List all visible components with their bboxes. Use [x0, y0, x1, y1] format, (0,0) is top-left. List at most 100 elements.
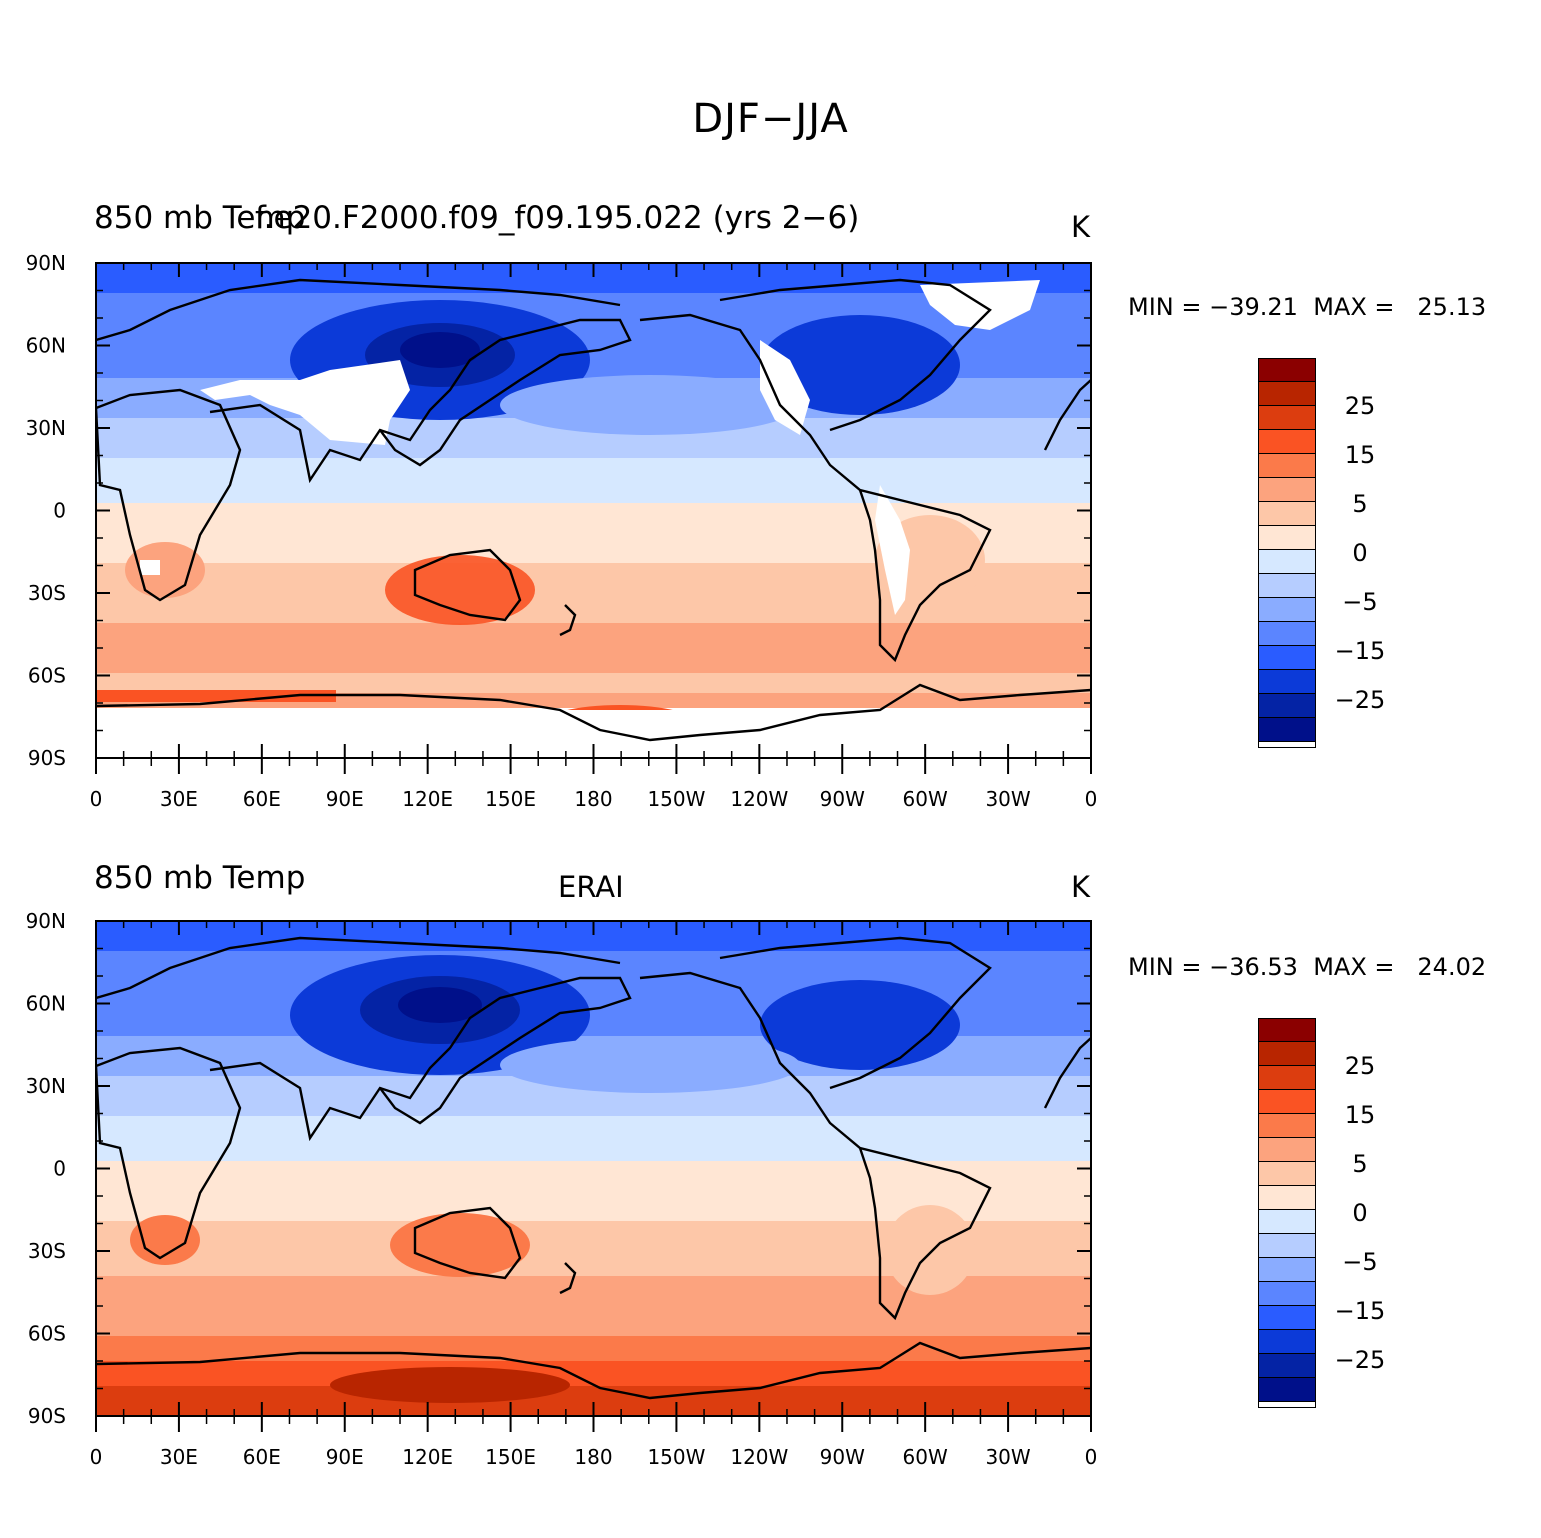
- units-label: K: [1071, 870, 1091, 904]
- colorbar-swatch: [1258, 478, 1316, 502]
- lat-tick-label: 90S: [28, 746, 66, 770]
- lon-tick-label: 150E: [485, 787, 536, 811]
- panel-left-title: 850 mb Temp: [94, 200, 306, 236]
- lon-tick-label: 150E: [485, 1445, 536, 1469]
- min-max-readout: MIN = −36.53 MAX = 24.02: [1128, 953, 1486, 981]
- min-value: −39.21: [1209, 293, 1298, 321]
- colorbar-label: −15: [1334, 637, 1386, 665]
- colorbar-swatch: [1258, 1378, 1316, 1402]
- lon-tick-label: 120E: [402, 1445, 453, 1469]
- lon-tick-label: 30E: [160, 1445, 198, 1469]
- lon-tick-label: 60E: [243, 1445, 281, 1469]
- colorbar-swatch: [1258, 406, 1316, 430]
- lon-tick-label: 90E: [326, 1445, 364, 1469]
- panel-left-title: 850 mb Temp: [94, 860, 306, 896]
- colorbar-swatch: [1258, 526, 1316, 550]
- colorbar-swatch: [1258, 454, 1316, 478]
- lon-tick-label: 180: [574, 1445, 612, 1469]
- lat-tick-label: 30N: [26, 416, 66, 440]
- lat-tick-label: 0: [53, 1157, 66, 1181]
- units-label: K: [1071, 210, 1091, 244]
- colorbar-swatch: [1258, 1354, 1316, 1378]
- lat-tick-label: 90N: [26, 251, 66, 275]
- colorbar-label: 5: [1352, 1150, 1368, 1178]
- map-axes: 90N 60N 30N 0 30S 60S 90S 0 30E 60E 90E 120E 150E 180…: [26, 909, 1098, 1469]
- colorbar-swatch: [1258, 1162, 1316, 1186]
- colorbar-swatch: [1258, 1186, 1316, 1210]
- colorbar-swatch: [1258, 1258, 1316, 1282]
- lat-tick-label: 30N: [26, 1074, 66, 1098]
- lon-tick-label: 60E: [243, 787, 281, 811]
- min-max-readout: MIN = −39.21 MAX = 25.13: [1128, 293, 1486, 321]
- colorbar-swatch: [1258, 1138, 1316, 1162]
- temperature-field: [96, 921, 1091, 1416]
- lon-tick-label: 90W: [820, 1445, 865, 1469]
- max-label: MAX =: [1313, 953, 1403, 981]
- lon-tick-label: 120W: [730, 1445, 788, 1469]
- lon-tick-label: 120E: [402, 787, 453, 811]
- min-value: −36.53: [1209, 953, 1298, 981]
- colorbar-label: 5: [1352, 490, 1368, 518]
- lon-tick-label: 0: [90, 787, 103, 811]
- colorbar: [1258, 358, 1316, 748]
- lon-tick-label: 30E: [160, 787, 198, 811]
- max-label: MAX =: [1313, 293, 1403, 321]
- panel-center-title: ERAI: [558, 870, 624, 904]
- lat-tick-label: 60N: [26, 992, 66, 1016]
- panel-model: 850 mb Temp f.e20.F2000.f09_f09.195.022 …: [0, 190, 1541, 830]
- lat-tick-label: 30S: [28, 1239, 66, 1263]
- map-plot-reanalysis: 90N 60N 30N 0 30S 60S 90S 0 30E 60E 90E 120E 150E 180…: [26, 909, 1098, 1469]
- colorbar: [1258, 1018, 1316, 1408]
- figure-title: DJF−JJA: [692, 96, 849, 142]
- colorbar-swatch: [1258, 1234, 1316, 1258]
- colorbar-swatch: [1258, 718, 1316, 742]
- colorbar-swatch: [1258, 1042, 1316, 1066]
- colorbar-swatch: [1258, 670, 1316, 694]
- min-label: MIN =: [1128, 953, 1210, 981]
- lon-tick-label: 90W: [820, 787, 865, 811]
- colorbar-label: −25: [1334, 1346, 1386, 1374]
- coastlines: [96, 278, 1091, 742]
- lon-tick-label: 30W: [985, 787, 1030, 811]
- colorbar-label: 25: [1344, 1052, 1376, 1080]
- panel-center-title: f.e20.F2000.f09_f09.195.022 (yrs 2−6): [255, 200, 860, 236]
- lon-tick-label: 30W: [985, 1445, 1030, 1469]
- map-axes: 90N 60N 30N 0 30S 60S 90S 0 30E 60E 90E 120E 150E 180…: [26, 251, 1098, 811]
- colorbar-label: 0: [1352, 539, 1368, 567]
- lat-tick-label: 60N: [26, 334, 66, 358]
- colorbar-swatch: [1258, 1210, 1316, 1234]
- colorbar-swatch: [1258, 1018, 1316, 1042]
- colorbar-label: −15: [1334, 1297, 1386, 1325]
- colorbar-label: −25: [1334, 686, 1386, 714]
- lon-tick-label: 0: [1085, 1445, 1098, 1469]
- lon-tick-label: 0: [90, 1445, 103, 1469]
- lon-tick-label: 0: [1085, 787, 1098, 811]
- colorbar-swatch: [1258, 502, 1316, 526]
- colorbar-swatch: [1258, 430, 1316, 454]
- colorbar-label: 25: [1344, 392, 1376, 420]
- colorbar-label: 15: [1344, 441, 1376, 469]
- colorbar-swatch: [1258, 694, 1316, 718]
- lat-tick-label: 30S: [28, 581, 66, 605]
- colorbar-label: −5: [1342, 588, 1378, 616]
- temperature-field: [96, 263, 1091, 758]
- lat-tick-label: 90S: [28, 1404, 66, 1428]
- colorbar-swatch: [1258, 1306, 1316, 1330]
- max-value: 24.02: [1417, 953, 1487, 981]
- colorbar-swatch: [1258, 646, 1316, 670]
- colorbar-label: 15: [1344, 1101, 1376, 1129]
- coastlines: [96, 936, 1091, 1400]
- colorbar-swatch: [1258, 550, 1316, 574]
- min-label: MIN =: [1128, 293, 1210, 321]
- colorbar-swatch: [1258, 1090, 1316, 1114]
- lon-tick-label: 150W: [647, 787, 705, 811]
- colorbar-swatch: [1258, 622, 1316, 646]
- colorbar-label: −5: [1342, 1248, 1378, 1276]
- lon-tick-label: 150W: [647, 1445, 705, 1469]
- lat-tick-label: 0: [53, 499, 66, 523]
- lat-tick-label: 90N: [26, 909, 66, 933]
- colorbar-swatch: [1258, 1114, 1316, 1138]
- colorbar-swatch: [1258, 598, 1316, 622]
- lon-tick-label: 120W: [730, 787, 788, 811]
- lat-tick-label: 60S: [28, 1322, 66, 1346]
